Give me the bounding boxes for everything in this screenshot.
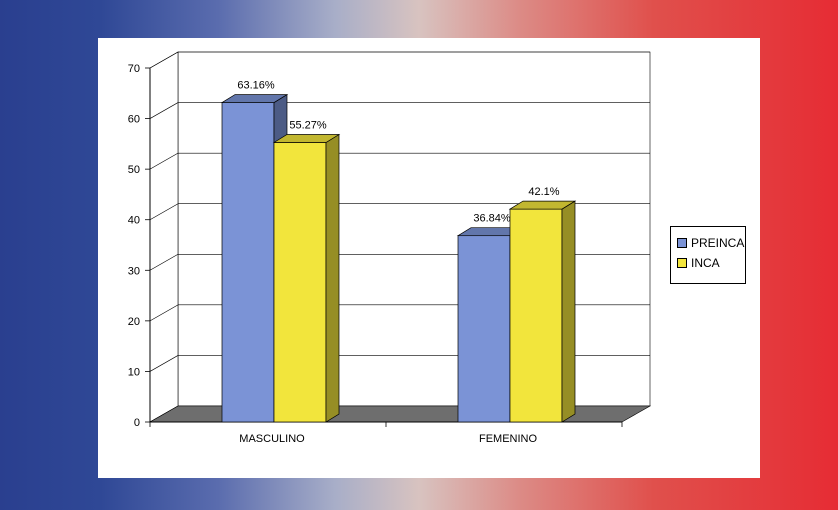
- y-tick-label: 70: [128, 63, 140, 75]
- legend-label-inca: INCA: [691, 256, 720, 270]
- y-tick-label: 60: [128, 114, 140, 126]
- gridline-side: [149, 152, 179, 170]
- data-label-inca-femenino: 42.1%: [528, 186, 559, 198]
- bar-top-inca-femenino: [508, 200, 577, 210]
- side-wall: [149, 51, 179, 423]
- bar-inca-masculino: [273, 142, 327, 423]
- bar-top-preinca-masculino: [220, 94, 289, 103]
- gridline-side: [149, 355, 179, 372]
- legend-swatch-inca: [677, 258, 687, 268]
- legend-label-preinca: PREINCA: [691, 236, 745, 250]
- gridline-side: [149, 304, 179, 322]
- legend: PREINCA INCA: [670, 226, 746, 284]
- x-category-label: MASCULINO: [239, 433, 305, 445]
- legend-item-inca: INCA: [677, 253, 745, 273]
- gridline-side: [149, 51, 179, 69]
- chart-panel: 0 10 20 30 40 50 60 70 63.16% 55.27% MASCULINO 36.8…: [98, 38, 760, 478]
- legend-item-preinca: PREINCA: [677, 233, 745, 253]
- gridline-side: [149, 102, 179, 119]
- bar-side-inca-masculino: [325, 133, 340, 423]
- y-tick-label: 10: [128, 366, 140, 378]
- bar-top-inca-masculino: [272, 134, 341, 143]
- gridline-side: [149, 203, 179, 220]
- gridline-side: [149, 254, 179, 271]
- bar-side-inca-femenino: [561, 200, 576, 423]
- y-tick-label: 20: [128, 316, 140, 328]
- x-category-label: FEMENINO: [479, 433, 538, 445]
- data-label-inca-masculino: 55.27%: [289, 119, 327, 131]
- data-label-preinca-masculino: 63.16%: [237, 80, 275, 92]
- y-tick-label: 0: [134, 417, 140, 429]
- bar-preinca-masculino: [221, 102, 275, 423]
- data-label-preinca-femenino: 36.84%: [473, 213, 511, 225]
- bar-preinca-femenino: [457, 235, 511, 423]
- bar-inca-femenino: [509, 208, 563, 423]
- y-tick-label: 50: [128, 164, 140, 176]
- y-tick-label: 40: [128, 215, 140, 227]
- legend-swatch-preinca: [677, 238, 687, 248]
- bar-chart: 0 10 20 30 40 50 60 70 63.16% 55.27% MASCULINO 36.8…: [128, 51, 652, 445]
- y-tick-label: 30: [128, 265, 140, 277]
